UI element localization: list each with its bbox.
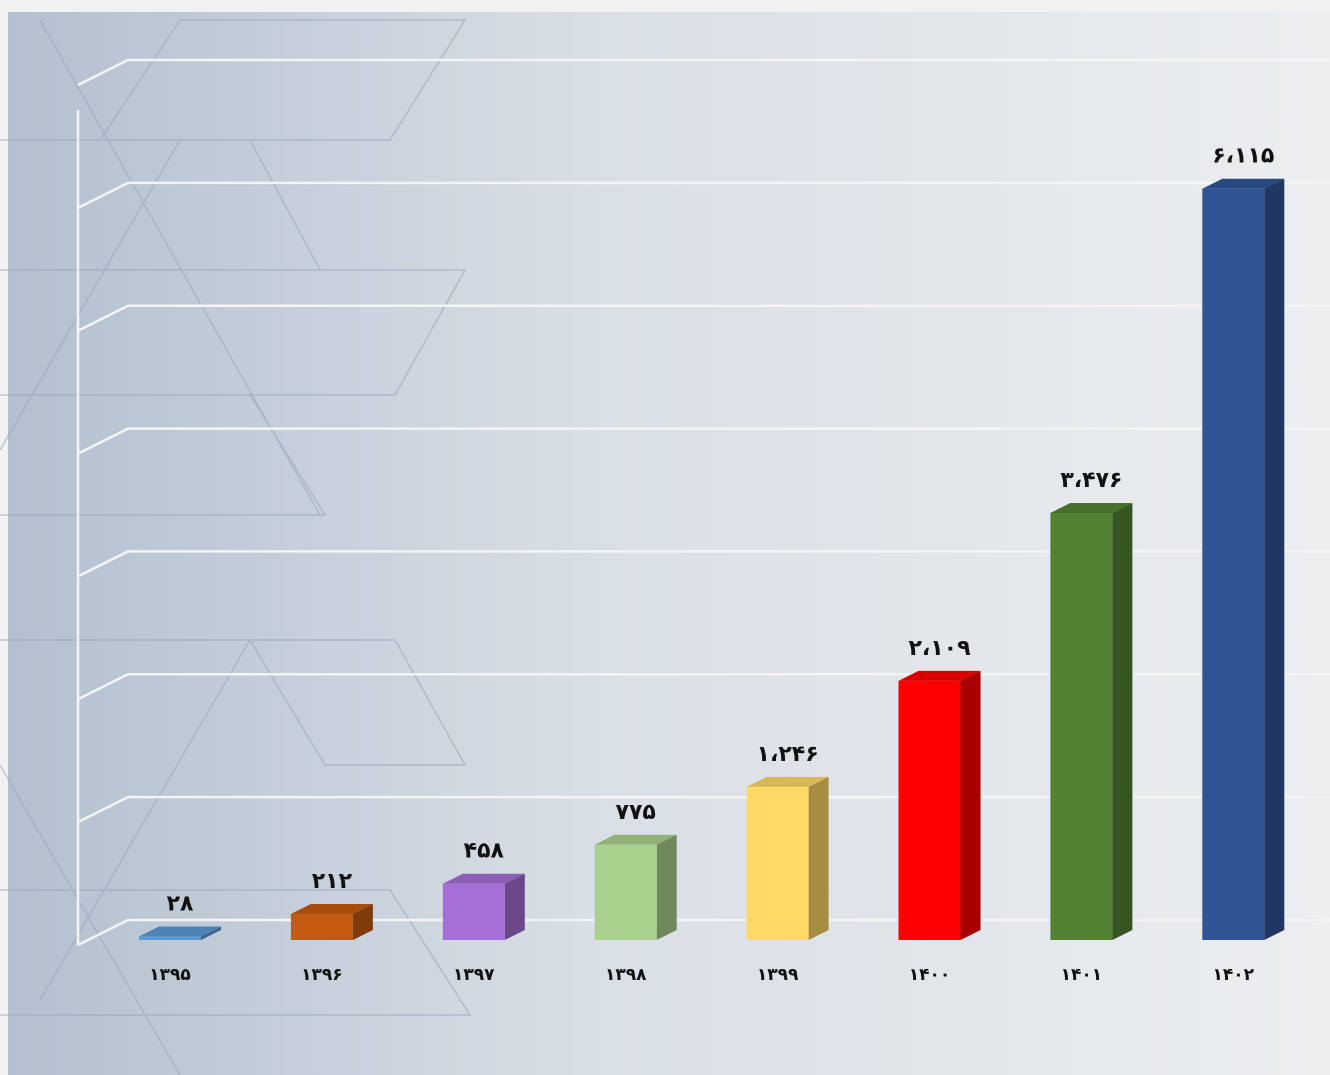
bar-side	[657, 835, 677, 940]
data-label: ۳،۴۷۶	[1060, 468, 1122, 493]
bar	[139, 937, 201, 940]
data-label: ۷۷۵	[616, 800, 656, 825]
x-tick-label: ۱۳۹۹	[757, 965, 799, 985]
page: ۱۳۹۵ ۲۸ ۱۳۹۶ ۲۱۲ ۱۳۹۷ ۴۵۸ ۱۳۹۸ ۷۷۵ ۱۳۹۹ ۱،۲۴۶ ۱۴۰۰…	[0, 0, 1330, 1075]
bar-side	[1112, 503, 1132, 940]
bar	[291, 914, 353, 940]
bar-side	[961, 671, 981, 940]
bar-side	[809, 777, 829, 940]
x-tick-label: ۱۴۰۱	[1061, 965, 1103, 985]
x-tick-label: ۱۳۹۶	[301, 965, 343, 985]
chart: ۱۳۹۵ ۲۸ ۱۳۹۶ ۲۱۲ ۱۳۹۷ ۴۵۸ ۱۳۹۸ ۷۷۵ ۱۳۹۹ ۱،۲۴۶ ۱۴۰۰…	[0, 0, 1330, 1075]
x-tick-label: ۱۳۹۸	[605, 965, 647, 985]
bar	[747, 787, 809, 940]
x-tick-label: ۱۴۰۲	[1213, 965, 1255, 985]
bar	[595, 845, 657, 940]
data-label: ۱،۲۴۶	[757, 742, 819, 767]
data-label: ۶،۱۱۵	[1212, 144, 1274, 169]
bar	[1050, 513, 1112, 940]
bar	[1202, 189, 1264, 940]
data-label: ۴۵۸	[464, 839, 505, 864]
x-tick-label: ۱۳۹۵	[149, 965, 191, 985]
bar	[443, 884, 505, 940]
bar	[899, 681, 961, 940]
bar-side	[505, 874, 525, 940]
bar-side	[1264, 179, 1284, 940]
x-tick-label: ۱۳۹۷	[453, 965, 495, 985]
data-label: ۲۸	[167, 892, 194, 917]
data-label: ۲،۱۰۹	[908, 636, 970, 661]
x-tick-label: ۱۴۰۰	[909, 965, 951, 985]
data-label: ۲۱۲	[312, 869, 353, 894]
